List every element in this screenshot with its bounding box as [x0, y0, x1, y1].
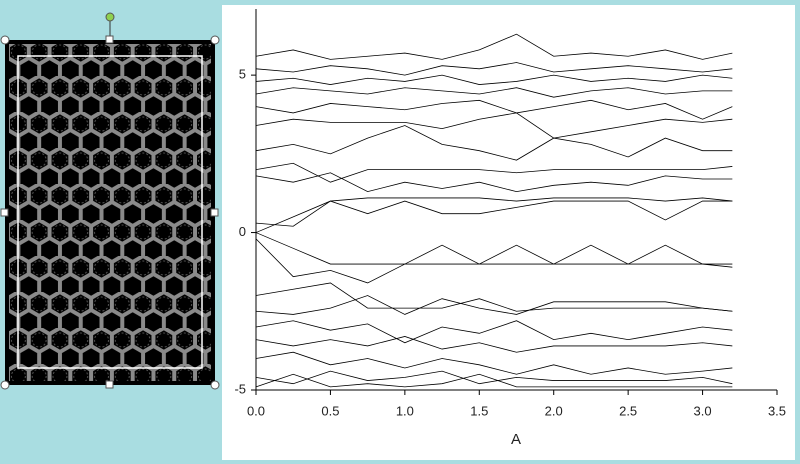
resize-handle[interactable] — [0, 380, 10, 390]
band-line — [255, 162, 733, 183]
x-tick-label: 1.0 — [396, 403, 414, 418]
resize-handle[interactable] — [105, 35, 114, 44]
structure-view[interactable] — [0, 12, 220, 390]
y-tick-label: 0 — [239, 224, 246, 239]
band-line — [255, 87, 733, 98]
band-line — [255, 33, 733, 60]
band-line — [255, 373, 733, 388]
band-line — [255, 200, 733, 227]
x-tick-label: 0.5 — [321, 403, 339, 418]
band-line — [255, 351, 733, 375]
plot: A -5 0 5 0.0 0.5 1.0 1.5 2.0 2.5 3.0 3.5 — [234, 9, 786, 448]
band-line — [255, 197, 733, 233]
x-tick-label: 0.0 — [247, 403, 265, 418]
x-tick-label: 1.5 — [470, 403, 488, 418]
resize-handle[interactable] — [0, 35, 10, 45]
band-line — [255, 62, 733, 76]
band-line — [255, 99, 733, 120]
resize-handle[interactable] — [210, 380, 220, 390]
y-tick-label: 5 — [239, 67, 246, 82]
cell-outline — [17, 55, 203, 369]
band-line — [255, 172, 733, 193]
x-tick-label: 2.0 — [545, 403, 563, 418]
plot-panel — [222, 5, 795, 460]
graphene-lattice — [9, 44, 211, 381]
resize-handle[interactable] — [105, 380, 114, 389]
x-tick-label: 3.5 — [768, 403, 786, 418]
band-line — [255, 336, 733, 353]
resize-handle[interactable] — [210, 35, 220, 45]
band-line — [255, 320, 733, 344]
band-line — [255, 295, 733, 315]
resize-handle[interactable] — [0, 208, 9, 217]
resize-handle[interactable] — [210, 208, 219, 217]
band-line — [255, 74, 733, 85]
x-axis-label: A — [511, 431, 521, 448]
band-line — [255, 282, 733, 312]
x-tick-label: 2.5 — [619, 403, 637, 418]
band-line — [255, 125, 733, 161]
x-tick-label: 3.0 — [694, 403, 712, 418]
band-line — [255, 112, 733, 139]
y-tick-label: -5 — [234, 381, 246, 396]
rotate-handle[interactable] — [105, 12, 115, 22]
band-line — [255, 232, 733, 265]
band-line — [255, 238, 733, 284]
